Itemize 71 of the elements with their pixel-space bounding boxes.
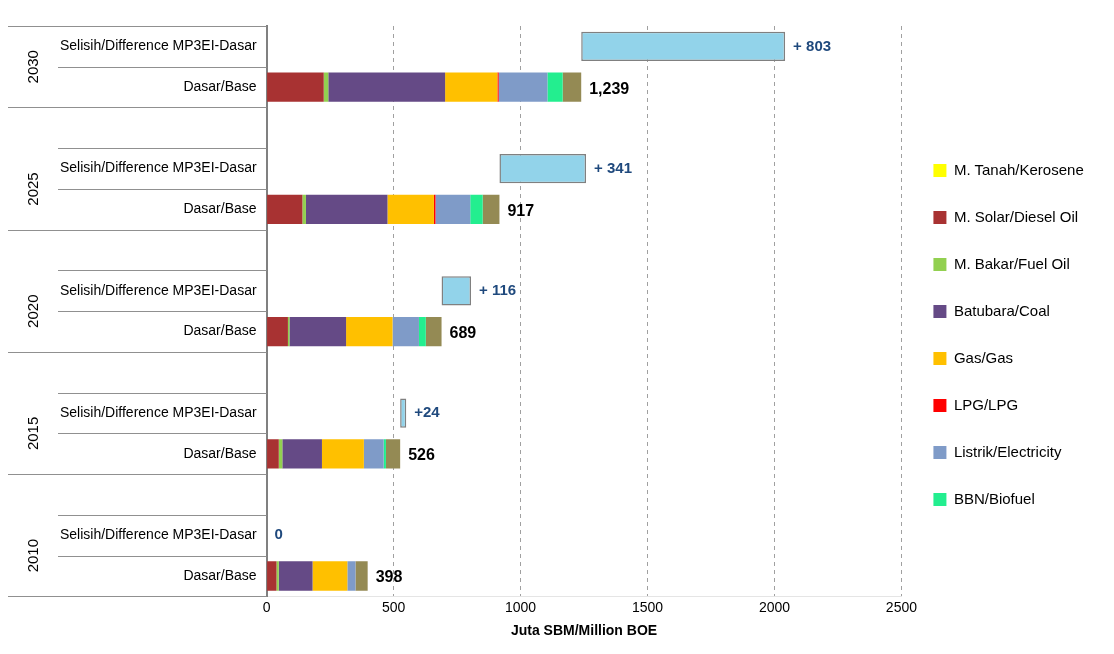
bar [305,194,388,225]
x-axis-title: Juta SBM/Million BOE [510,622,658,639]
legend-label: M. Tanah/Kerosene [953,160,1084,178]
total-label: 526 [408,446,435,464]
y-tick-label: Selisih/Difference MP3EI-Dasar [59,281,257,298]
bar [323,72,329,102]
text: 2020 [24,294,42,328]
bar [445,72,498,102]
bar [547,72,563,102]
y-tick-label: Dasar/Base [183,322,257,339]
legend-label: M. Solar/Diesel Oil [953,207,1079,225]
legend-label: M. Bakar/Fuel Oil [953,254,1070,272]
bar [385,439,401,469]
legend-label: LPG/LPG [953,395,1019,413]
bar [470,194,483,225]
y-tick-label: Dasar/Base [183,444,257,461]
x-tick-label: 500 [381,598,406,615]
data-label: + 803 [793,36,832,54]
y-tick-label: Selisih/Difference MP3EI-Dasar [59,159,257,176]
y-tick-label: Dasar/Base [183,200,257,217]
text: 2030 [24,50,42,84]
y-tick-label: Dasar/Base [183,566,257,583]
bar [346,316,393,347]
bar [267,316,288,347]
legend-label: Gas/Gas [953,348,1014,366]
bar [289,316,347,347]
legend-label: Listrik/Electricity [953,442,1062,460]
bar [328,72,446,102]
bar [302,194,306,225]
bar [312,561,348,591]
x-tick-label: 2000 [758,598,791,615]
total-label: 689 [449,323,477,341]
bar [355,561,368,591]
bar [363,439,384,469]
x-tick-label: 0 [262,598,271,615]
bar [267,194,303,225]
bar [498,72,548,102]
x-tick-label: 1000 [504,598,537,615]
legend-label: Batubara/Coal [953,301,1050,319]
data-label: + 116 [479,280,517,298]
data-label: + 341 [594,158,633,176]
y-tick-label: Selisih/Difference MP3EI-Dasar [59,526,257,543]
data-label: 0 [274,525,283,543]
bar [276,561,279,591]
bar [562,72,582,102]
x-tick-label: 1500 [631,598,664,615]
total-label: 917 [507,201,535,219]
bar [425,316,442,347]
bar [347,561,356,591]
bar [435,194,471,225]
y-tick-label: Selisih/Difference MP3EI-Dasar [59,403,257,420]
x-tick-label: 2500 [885,598,918,615]
bar [278,561,313,591]
bar [387,194,434,225]
total-label: 1,239 [589,79,630,97]
legend-label: BBN/Biofuel [953,489,1035,507]
data-label: +24 [414,403,441,421]
text: 2025 [24,172,42,206]
y-tick-label: Selisih/Difference MP3EI-Dasar [59,37,257,54]
total-label: 398 [375,568,403,586]
bar [267,561,277,591]
bar [482,194,500,225]
bar [267,439,279,469]
bar [267,72,324,102]
text: 2010 [24,538,42,573]
bar [418,316,426,347]
text: 2015 [24,416,42,451]
bar [392,316,419,347]
bar [321,439,364,469]
y-tick-label: Dasar/Base [183,77,257,94]
bar [282,439,322,469]
